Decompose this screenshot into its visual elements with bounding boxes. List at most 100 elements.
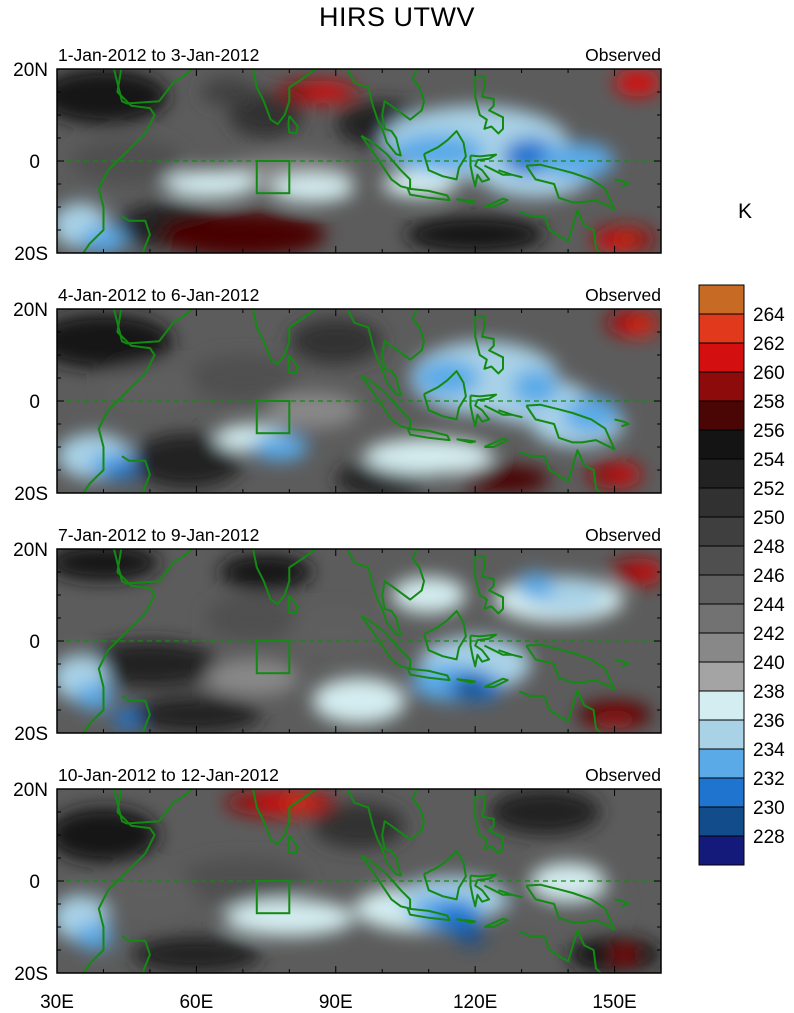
contour-blob [433, 904, 480, 932]
lat-tick-label: 0 [29, 872, 40, 893]
coastline [483, 437, 509, 448]
panel-label: Observed [585, 285, 661, 305]
contour-blob [163, 170, 257, 198]
contour-blob [266, 391, 359, 429]
contour-blob [131, 936, 262, 973]
colorbar-label: 252 [753, 479, 785, 500]
coastline [112, 789, 194, 825]
contour-blob [57, 807, 160, 863]
colorbar-unit: K [738, 200, 753, 223]
coastline [82, 789, 156, 973]
colorbar-swatch [698, 719, 745, 750]
colorbar-label: 246 [753, 566, 785, 587]
contour-blob [609, 947, 638, 962]
region-box [255, 400, 291, 435]
coastline [525, 403, 616, 451]
coastline [406, 427, 451, 442]
coastline [252, 789, 318, 846]
coastline [456, 198, 477, 204]
panel-label: Observed [585, 45, 661, 65]
contour-blob [382, 170, 457, 198]
coastline [469, 633, 498, 668]
coastline [456, 678, 477, 684]
colorbar-label: 244 [753, 595, 785, 616]
coastline [252, 309, 318, 366]
coastline [525, 643, 616, 691]
contour-blob [619, 234, 638, 244]
coastline [423, 850, 467, 901]
colorbar-label: 254 [753, 450, 785, 471]
panel-date-range: 7-Jan-2012 to 9-Jan-2012 [58, 525, 259, 545]
coastline [518, 689, 603, 733]
contour-blob [391, 133, 485, 171]
lat-tick-label: 20S [14, 244, 48, 265]
coastline [525, 883, 616, 931]
lat-tick-label: 0 [29, 632, 40, 653]
coastlines [82, 69, 630, 253]
utwv-field [57, 309, 661, 493]
colorbar-swatch [698, 661, 745, 692]
contour-blob [391, 576, 466, 614]
coastline [82, 309, 156, 493]
colorbar-swatch [698, 487, 745, 518]
lon-tick-label: 150E [592, 992, 636, 1013]
contour-blob [131, 433, 243, 489]
lat-tick-label: 0 [29, 152, 40, 173]
coastline [346, 789, 425, 877]
colorbar-swatch [698, 574, 745, 605]
coastline [82, 69, 156, 253]
contour-blob [563, 396, 620, 434]
region-box [255, 880, 291, 915]
lon-tick-label: 90E [319, 992, 353, 1013]
contour-blob [270, 174, 355, 203]
page-title: HIRS UTWV [319, 2, 475, 32]
contour-blob [312, 677, 406, 724]
colorbar-swatch [698, 429, 745, 460]
contour-blob [609, 467, 638, 482]
coastline [483, 197, 509, 208]
coastline [483, 644, 523, 659]
coastline [287, 115, 299, 135]
contour-blob [70, 138, 183, 184]
utwv-field [57, 549, 661, 733]
colorbar-swatch [698, 400, 745, 431]
contour-blob [489, 789, 601, 835]
coastline [406, 667, 451, 682]
utwv-field [57, 69, 661, 253]
contour-blob [289, 608, 383, 655]
colorbar-swatch [698, 458, 745, 489]
lat-tick-label: 20S [14, 724, 48, 745]
colorbar-swatch [698, 284, 745, 315]
lon-tick-label: 30E [40, 992, 74, 1013]
coastline [474, 794, 504, 855]
colorbar: 264 262 260 258 256 254 252 250 248 246 244 242 240 2… [698, 284, 785, 866]
map-panel: 20N 0 20S 4-Jan-2012 to 6-Jan-2012 Observed [13, 285, 662, 505]
lat-tick-label: 20N [13, 300, 48, 321]
coastline [287, 835, 299, 855]
contour-blob [108, 460, 136, 480]
contour-blob [75, 922, 113, 950]
panel-date-range: 10-Jan-2012 to 12-Jan-2012 [58, 765, 279, 785]
contour-blob [633, 317, 652, 329]
axis-ticks [56, 788, 662, 974]
colorbar-swatch [698, 835, 745, 866]
coastline [423, 130, 467, 181]
coastlines [82, 309, 630, 493]
lon-tick-label: 60E [179, 992, 213, 1013]
map-panel: 20N 0 20S 1-Jan-2012 to 3-Jan-2012 Observed [13, 45, 662, 265]
coastline [483, 164, 523, 179]
utwv-field [57, 789, 661, 973]
axis-ticks [56, 548, 662, 734]
contour-blob [80, 225, 127, 253]
colorbar-label: 262 [753, 334, 785, 355]
coastline [518, 209, 603, 253]
contour-blob [516, 572, 555, 600]
coastline [614, 898, 630, 908]
colorbar-swatch [698, 748, 745, 779]
map-panel: 20N 0 20S 10-Jan-2012 to 12-Jan-2012 Observe… [13, 765, 662, 985]
coastline [287, 355, 299, 375]
coastline [121, 695, 151, 733]
contour-blob [289, 318, 383, 365]
contour-blob [80, 641, 220, 687]
